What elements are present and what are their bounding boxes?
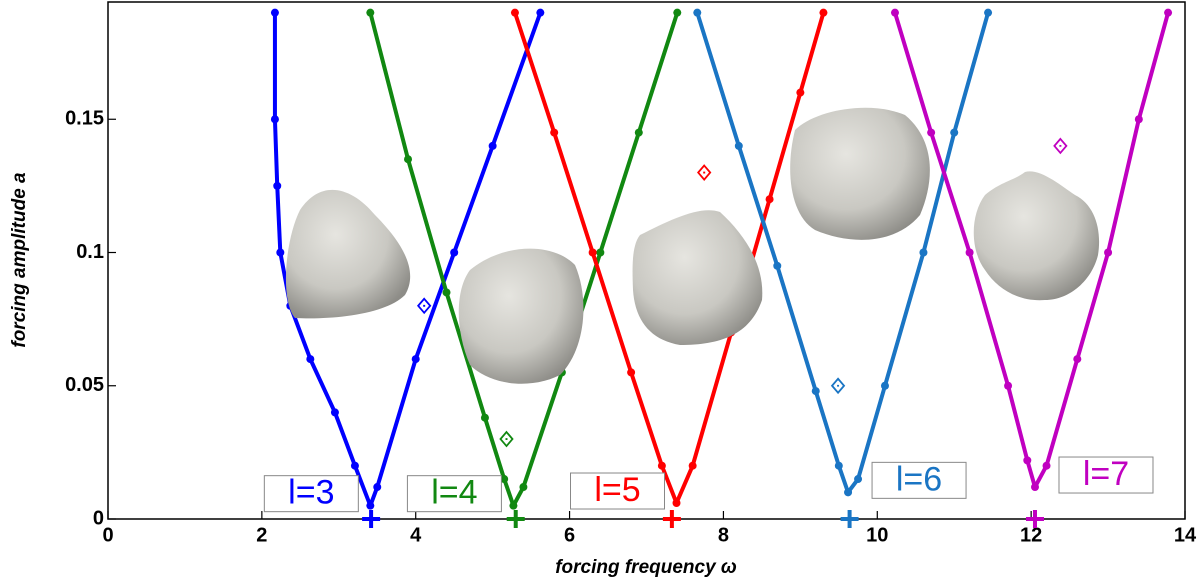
label-box bbox=[406, 475, 502, 513]
drop-shapes bbox=[285, 107, 1100, 384]
tongue-point bbox=[442, 288, 451, 297]
y-tick-label: 0.15 bbox=[65, 108, 104, 130]
tongue-point bbox=[273, 181, 282, 190]
tongue-point bbox=[796, 88, 805, 97]
x-tick-label: 4 bbox=[410, 524, 422, 546]
tongue-point bbox=[773, 261, 782, 270]
tongue-point bbox=[404, 155, 413, 164]
onset-marker bbox=[840, 510, 859, 528]
tongue-point bbox=[488, 141, 497, 150]
drop-shape bbox=[790, 107, 930, 240]
x-tick-label: 10 bbox=[866, 524, 888, 546]
y-tick-label: 0.05 bbox=[65, 374, 104, 396]
plot-area bbox=[270, 8, 1173, 510]
tongue-point bbox=[480, 413, 489, 422]
tongue-point bbox=[927, 128, 936, 137]
tongue-point bbox=[673, 8, 682, 17]
tongue-point bbox=[919, 248, 928, 257]
tongue-point bbox=[657, 461, 666, 470]
tongue-point bbox=[270, 115, 279, 124]
y-axis-label: forcing amplitude a bbox=[9, 172, 30, 348]
onset-marker bbox=[1025, 510, 1044, 528]
x-axis-label: forcing frequency ω bbox=[555, 557, 737, 578]
diamond-marker bbox=[697, 164, 712, 181]
plot-frame bbox=[107, 1, 1186, 520]
tongue-point bbox=[510, 8, 519, 17]
series-label: l=6 bbox=[896, 460, 942, 498]
tongue-point bbox=[519, 483, 528, 492]
tongue-point bbox=[984, 8, 993, 17]
series-label: l=3 bbox=[288, 474, 334, 512]
tongue-point bbox=[366, 8, 375, 17]
tongue-point bbox=[1023, 456, 1032, 465]
tongue-point bbox=[509, 501, 518, 510]
tongue-point bbox=[500, 475, 509, 484]
drop-shape bbox=[285, 189, 411, 319]
drop-shape bbox=[632, 210, 763, 345]
tongue-point bbox=[844, 488, 853, 497]
tongue-point bbox=[373, 483, 382, 492]
tongue-point bbox=[965, 248, 974, 257]
tongue-point bbox=[627, 368, 636, 377]
label-box bbox=[570, 472, 666, 510]
tongue-point bbox=[693, 8, 702, 17]
x-tick-label: 12 bbox=[1020, 524, 1042, 546]
tongue-point bbox=[880, 381, 889, 390]
series-label: l=5 bbox=[594, 471, 640, 509]
tongue-point bbox=[411, 355, 420, 364]
tongue-point bbox=[1030, 483, 1039, 492]
tongue-point bbox=[890, 8, 899, 17]
tongue-point bbox=[1042, 461, 1051, 470]
tongue-point bbox=[765, 195, 774, 204]
tongue-point bbox=[550, 128, 559, 137]
x-tick-label: 2 bbox=[256, 524, 267, 546]
tongue-point bbox=[1004, 381, 1013, 390]
tongue-point bbox=[634, 128, 643, 137]
diamond-marker bbox=[1053, 137, 1068, 155]
label-box bbox=[1058, 456, 1154, 494]
tongue-point bbox=[1073, 355, 1082, 364]
drop-shape bbox=[458, 248, 584, 384]
tongue-point bbox=[688, 461, 697, 470]
x-tick-label: 6 bbox=[564, 524, 575, 546]
tongue-point bbox=[276, 248, 285, 257]
tongue-point bbox=[588, 248, 597, 257]
onset-marker bbox=[506, 510, 525, 528]
tongue-point bbox=[950, 128, 959, 137]
tongue-point bbox=[330, 408, 339, 417]
tongue-point bbox=[366, 501, 375, 510]
series-label: l=7 bbox=[1083, 455, 1129, 493]
tongue-point bbox=[596, 248, 605, 257]
x-tick-label: 8 bbox=[718, 524, 729, 546]
x-tick-label: 0 bbox=[102, 524, 113, 546]
tongue-point bbox=[1104, 248, 1113, 257]
tongue-point bbox=[536, 8, 545, 17]
diamond-marker bbox=[830, 377, 846, 395]
diamond-marker bbox=[416, 297, 432, 315]
tongue-point bbox=[306, 355, 315, 364]
drop-shape bbox=[973, 171, 1100, 301]
tongue-point bbox=[1134, 115, 1143, 124]
tongue-point bbox=[819, 8, 828, 17]
tongue-point bbox=[270, 8, 279, 17]
label-box bbox=[263, 475, 359, 513]
series-label: l=4 bbox=[431, 474, 477, 512]
x-tick-label: 14 bbox=[1174, 524, 1197, 546]
tongue-point bbox=[350, 461, 359, 470]
tongue-point bbox=[672, 499, 681, 508]
y-tick-label: 0.1 bbox=[76, 241, 104, 263]
y-tick-label: 0 bbox=[93, 507, 104, 529]
tongue-point bbox=[834, 461, 843, 470]
diamond-marker bbox=[499, 430, 514, 448]
onset-marker bbox=[662, 510, 681, 528]
tongue-point bbox=[450, 248, 459, 257]
label-box bbox=[871, 461, 967, 499]
tongue-point bbox=[734, 141, 743, 150]
tongue-point bbox=[1164, 8, 1173, 17]
tongue-point bbox=[854, 475, 863, 484]
onset-marker bbox=[362, 510, 381, 528]
tongue-line bbox=[272, 11, 543, 508]
tongue-point bbox=[811, 387, 820, 396]
